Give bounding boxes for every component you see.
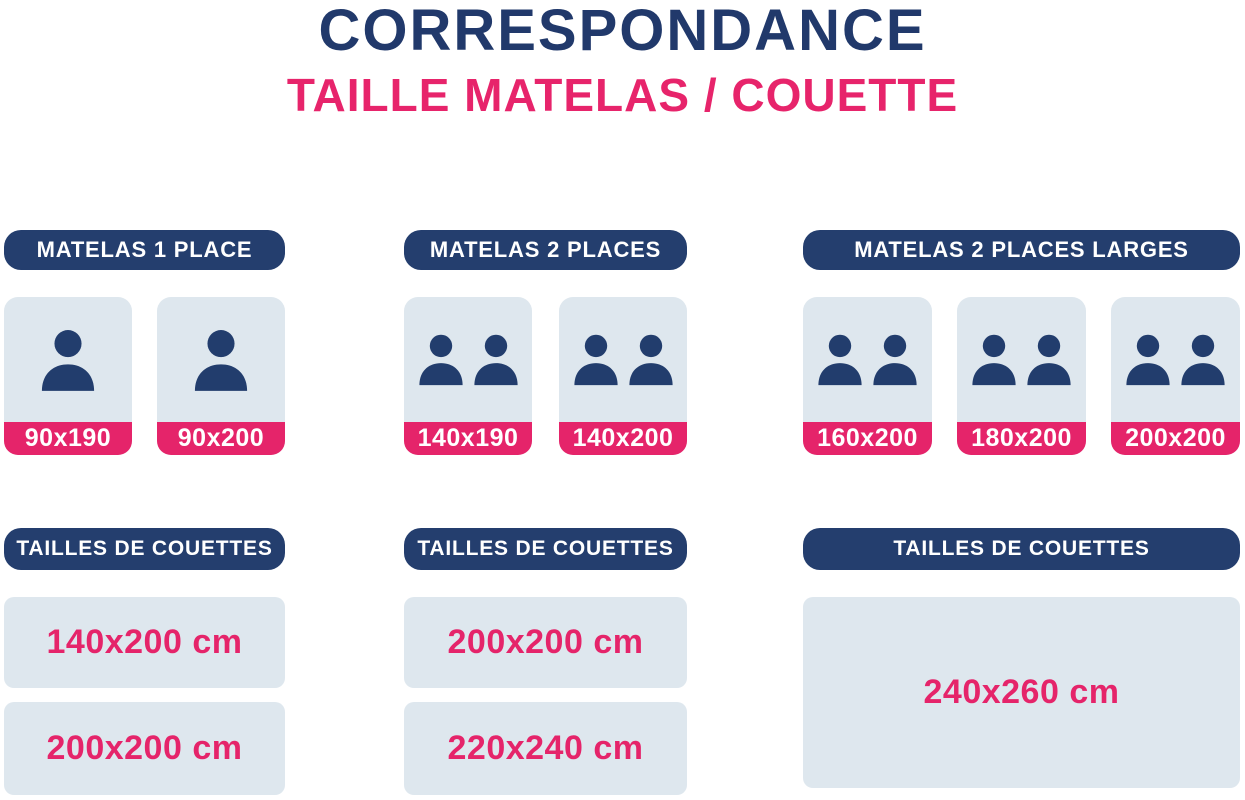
person-icon [1025,331,1073,388]
mattress-size-label: 200x200 [1111,422,1240,455]
duvet-sizes-header: TAILLES DE COUETTES [4,528,285,570]
page-title: CORRESPONDANCE [318,0,927,63]
mattress-card: 90x200 [157,297,285,455]
person-icon [627,331,675,388]
mattress-card: 90x190 [4,297,132,455]
page-subtitle: TAILLE MATELAS / COUETTE [286,69,959,121]
person-icon [192,329,250,391]
mattress-card: 160x200 [803,297,932,455]
mattress-size-label: 160x200 [803,422,932,455]
mattress-category-header: MATELAS 2 PLACES LARGES [803,230,1240,270]
mattress-cards-row: 160x200 180x200 [803,297,1240,455]
mattress-card: 140x200 [559,297,687,455]
mattress-size-label: 90x200 [157,422,285,455]
duvet-size-box: 140x200 cm [4,597,285,688]
column-matelas-1-place: MATELAS 1 PLACE 90x190 90x200 TAIL [4,0,285,800]
person-icon [816,331,864,388]
person-icon [39,329,97,391]
mattress-size-label: 180x200 [957,422,1086,455]
person-icon [970,331,1018,388]
mattress-cards-row: 140x190 140x200 [404,297,687,455]
duvet-sizes-header: TAILLES DE COUETTES [803,528,1240,570]
mattress-size-label: 90x190 [4,422,132,455]
duvet-sizes-header: TAILLES DE COUETTES [404,528,687,570]
person-icon [1124,331,1172,388]
mattress-size-label: 140x190 [404,422,532,455]
duvet-size-box: 200x200 cm [404,597,687,688]
mattress-category-header: MATELAS 2 PLACES [404,230,687,270]
person-icon [572,331,620,388]
mattress-category-header: MATELAS 1 PLACE [4,230,285,270]
column-matelas-2-places: MATELAS 2 PLACES 140x190 [404,0,687,800]
duvet-size-box: 200x200 cm [4,702,285,795]
person-icon [472,331,520,388]
mattress-card: 200x200 [1111,297,1240,455]
person-icon [417,331,465,388]
mattress-card: 180x200 [957,297,1086,455]
mattress-size-label: 140x200 [559,422,687,455]
duvet-size-box: 240x260 cm [803,597,1240,788]
mattress-card: 140x190 [404,297,532,455]
mattress-cards-row: 90x190 90x200 [4,297,285,455]
duvet-size-box: 220x240 cm [404,702,687,795]
person-icon [871,331,919,388]
person-icon [1179,331,1227,388]
column-matelas-2-places-larges: MATELAS 2 PLACES LARGES 160x200 [803,0,1240,800]
